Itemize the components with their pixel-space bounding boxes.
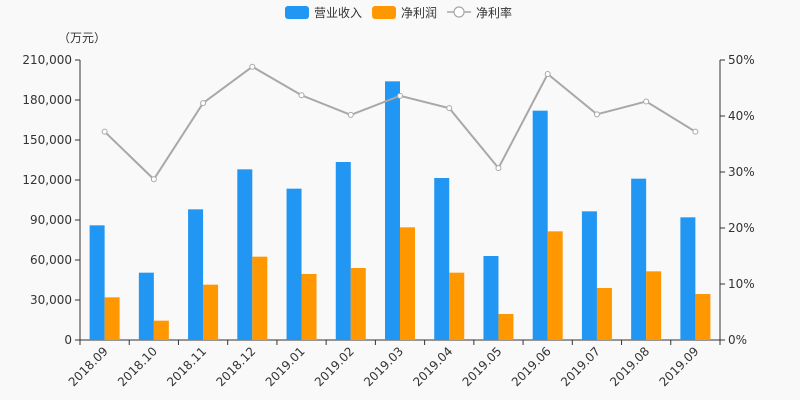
x-tick-label: 2019.07 xyxy=(558,344,603,389)
bars xyxy=(89,81,711,341)
legend-label[interactable]: 净利润 xyxy=(401,6,437,20)
net-margin-point[interactable] xyxy=(101,128,108,135)
y-right-tick-label: 50% xyxy=(728,53,755,67)
bar-net-profit[interactable] xyxy=(596,288,612,340)
x-tick-label: 2018.12 xyxy=(213,344,258,389)
net-margin-point[interactable] xyxy=(200,100,207,107)
legend-label[interactable]: 营业收入 xyxy=(314,6,362,20)
net-margin-point[interactable] xyxy=(643,98,650,105)
x-tick-label: 2018.10 xyxy=(115,344,160,389)
bar-net-profit[interactable] xyxy=(449,272,465,340)
y-right-tick-label: 40% xyxy=(728,109,755,123)
y-left-tick-label: 0 xyxy=(64,333,72,347)
bar-net-profit[interactable] xyxy=(695,294,711,340)
y-left-tick-label: 90,000 xyxy=(30,213,72,227)
net-margin-point[interactable] xyxy=(150,176,157,183)
y-right-tick-label: 30% xyxy=(728,165,755,179)
y-left-tick-label: 180,000 xyxy=(22,93,72,107)
y-left-tick-label: 60,000 xyxy=(30,253,72,267)
x-tick-label: 2019.04 xyxy=(410,344,455,389)
y-right-tick-label: 20% xyxy=(728,221,755,235)
x-tick-label: 2019.06 xyxy=(509,344,554,389)
net-margin-point[interactable] xyxy=(298,92,305,99)
bar-revenue[interactable] xyxy=(286,188,302,340)
bar-revenue[interactable] xyxy=(89,225,105,340)
bar-revenue[interactable] xyxy=(631,178,647,340)
x-tick-label: 2019.02 xyxy=(312,344,357,389)
net-margin-point[interactable] xyxy=(397,92,403,99)
bar-net-profit[interactable] xyxy=(203,284,219,340)
y-left-tick-label: 30,000 xyxy=(30,293,72,307)
bar-net-profit[interactable] xyxy=(153,320,169,340)
legend: 营业收入 净利润 净利率 xyxy=(285,5,512,20)
bar-net-profit[interactable] xyxy=(646,271,662,340)
bar-revenue[interactable] xyxy=(385,81,400,340)
x-tick-label: 2019.01 xyxy=(263,344,308,389)
y-left-tick-label: 150,000 xyxy=(22,133,72,147)
bar-net-profit[interactable] xyxy=(252,256,268,340)
bar-net-profit[interactable] xyxy=(350,268,366,340)
legend-marker-net-margin xyxy=(453,6,465,18)
bar-net-profit[interactable] xyxy=(400,227,415,340)
x-tick-label: 2018.11 xyxy=(164,344,209,389)
bar-revenue[interactable] xyxy=(581,211,597,340)
y-left-tick-label: 120,000 xyxy=(22,173,72,187)
line-series xyxy=(101,63,699,183)
bar-net-profit[interactable] xyxy=(104,297,120,340)
legend-swatch-revenue[interactable] xyxy=(285,6,309,19)
bar-net-profit[interactable] xyxy=(301,274,317,340)
bar-revenue[interactable] xyxy=(138,272,154,340)
net-margin-point[interactable] xyxy=(495,165,502,172)
net-margin-point[interactable] xyxy=(446,105,453,112)
bar-revenue[interactable] xyxy=(237,169,253,340)
x-tick-label: 2019.09 xyxy=(657,344,702,389)
legend-label[interactable]: 净利率 xyxy=(476,5,512,20)
bar-net-profit[interactable] xyxy=(547,231,563,340)
bar-revenue[interactable] xyxy=(532,110,548,341)
y-right-tick-label: 0% xyxy=(728,333,747,347)
y-left-tick-label: 210,000 xyxy=(22,53,72,67)
unit-label: （万元） xyxy=(58,31,106,45)
bar-revenue[interactable] xyxy=(680,217,696,340)
net-margin-point[interactable] xyxy=(347,111,354,118)
x-tick-label: 2019.05 xyxy=(460,344,505,389)
net-margin-line xyxy=(103,65,696,181)
x-tick-label: 2019.03 xyxy=(361,344,406,389)
y-right-tick-label: 10% xyxy=(728,277,755,291)
legend-swatch-net-profit[interactable] xyxy=(372,6,397,19)
bar-net-profit[interactable] xyxy=(498,314,514,340)
x-tick-label: 2018.09 xyxy=(66,344,111,389)
net-margin-point[interactable] xyxy=(593,111,600,118)
x-tick-label: 2019.08 xyxy=(607,344,652,389)
bar-revenue[interactable] xyxy=(335,162,351,340)
net-margin-point[interactable] xyxy=(249,63,256,70)
bar-revenue[interactable] xyxy=(188,209,204,340)
net-margin-point[interactable] xyxy=(692,128,699,135)
net-margin-point[interactable] xyxy=(544,71,551,77)
bar-revenue[interactable] xyxy=(483,256,499,340)
bar-revenue[interactable] xyxy=(434,178,450,340)
